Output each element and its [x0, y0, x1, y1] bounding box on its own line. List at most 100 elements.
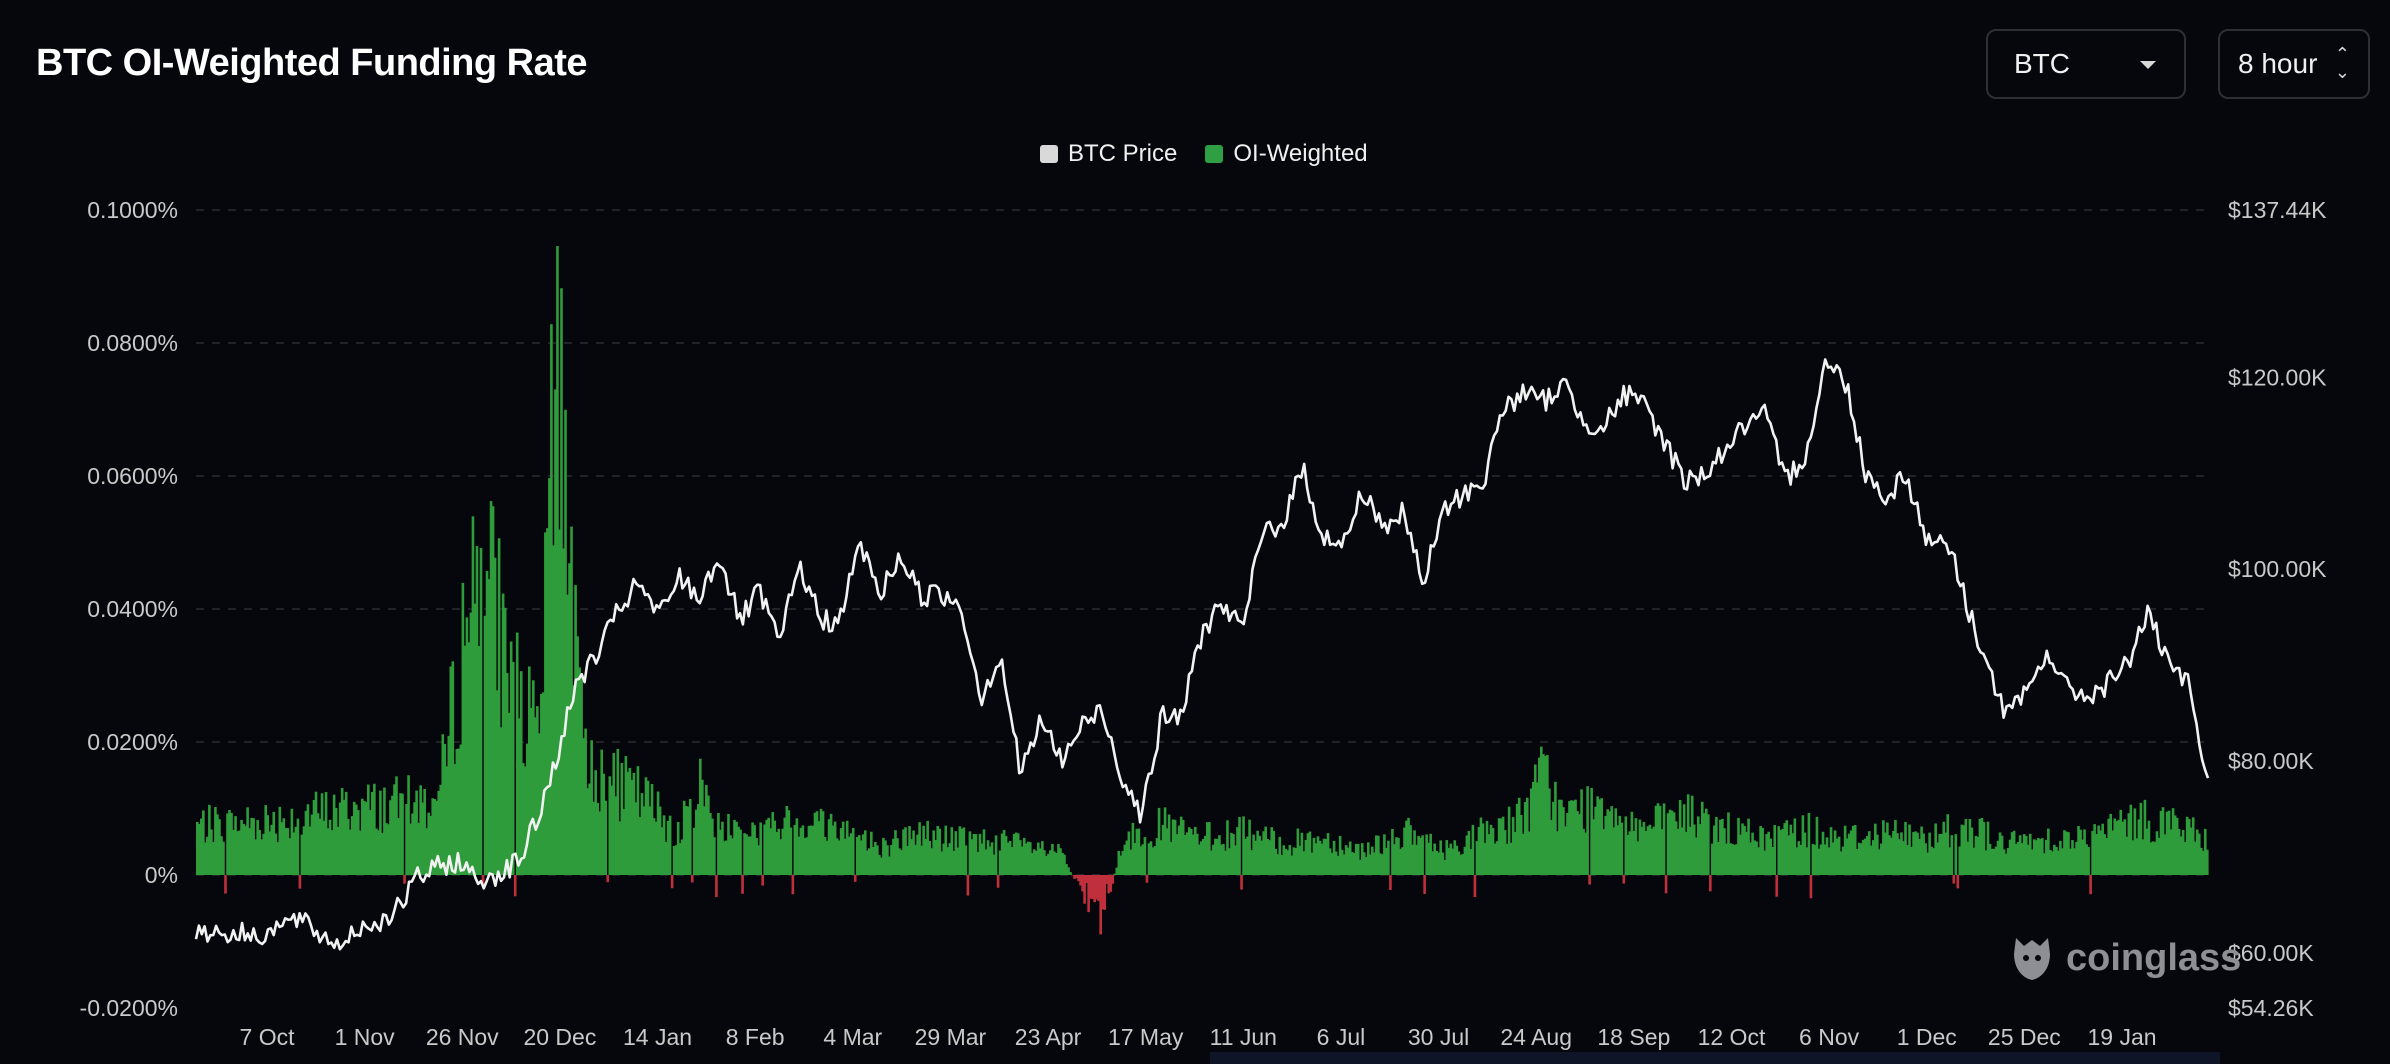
- interval-select[interactable]: 8 hour ⌃ ⌄: [2218, 29, 2370, 99]
- funding-bar: [2099, 830, 2102, 875]
- funding-bar: [1865, 836, 1869, 875]
- funding-bar: [1302, 851, 1306, 875]
- funding-bar: [715, 875, 718, 898]
- funding-bar: [988, 846, 992, 875]
- funding-bar: [986, 840, 990, 875]
- funding-bar: [1415, 844, 1418, 875]
- funding-bar: [584, 728, 587, 875]
- funding-bar: [1658, 805, 1662, 875]
- funding-bar: [1222, 843, 1225, 875]
- funding-bar: [525, 743, 529, 875]
- legend-item-oi-weighted[interactable]: OI-Weighted: [1205, 140, 1368, 168]
- funding-bar: [670, 875, 674, 889]
- x-tick-label: 20 Dec: [523, 1024, 596, 1050]
- funding-bar: [1061, 852, 1064, 875]
- funding-bar: [723, 841, 726, 875]
- legend-label-oi-weighted: OI-Weighted: [1233, 140, 1368, 167]
- funding-bar: [898, 848, 901, 875]
- funding-bar: [1340, 849, 1344, 875]
- funding-bar: [1451, 848, 1455, 875]
- funding-bar: [1684, 831, 1688, 875]
- funding-bar: [831, 825, 835, 875]
- funding-bar: [872, 847, 875, 875]
- funding-bar: [1509, 842, 1513, 875]
- funding-bar: [741, 875, 744, 894]
- funding-bar: [1529, 788, 1533, 875]
- funding-bar: [2022, 834, 2026, 875]
- funding-bar: [2167, 810, 2171, 875]
- funding-bar: [1091, 875, 1094, 900]
- funding-bar: [797, 836, 801, 875]
- funding-bar: [2169, 829, 2173, 875]
- funding-bar: [1588, 875, 1591, 885]
- funding-bar: [699, 758, 702, 875]
- funding-bar: [1678, 800, 1682, 875]
- funding-bar: [690, 875, 694, 883]
- funding-bar: [1503, 830, 1507, 875]
- funding-bar: [1785, 820, 1789, 875]
- funding-bar: [405, 804, 408, 875]
- x-tick-label: 24 Aug: [1500, 1024, 1572, 1050]
- funding-bar: [457, 748, 461, 875]
- funding-bar: [1268, 840, 1272, 875]
- funding-bar: [1910, 846, 1913, 875]
- range-scrollbar[interactable]: [1210, 1052, 2220, 1064]
- funding-bar: [2195, 829, 2199, 875]
- funding-bar: [696, 804, 700, 875]
- funding-bar: [1849, 830, 1853, 875]
- funding-bar: [1274, 848, 1278, 875]
- funding-bar: [2014, 843, 2018, 875]
- funding-bar: [2139, 802, 2143, 875]
- funding-bar: [1853, 825, 1857, 875]
- funding-bar: [1499, 818, 1503, 875]
- funding-bar: [2030, 849, 2034, 875]
- funding-bar: [479, 547, 483, 875]
- funding-bar: [1958, 846, 1962, 875]
- funding-bar: [1155, 838, 1159, 875]
- funding-bar: [1936, 842, 1939, 875]
- funding-bar: [435, 800, 439, 875]
- funding-bar: [2147, 820, 2151, 875]
- funding-bar: [1843, 825, 1847, 875]
- funding-bar: [614, 796, 618, 875]
- funding-bar: [1469, 849, 1473, 875]
- funding-bar: [2165, 811, 2169, 875]
- funding-bar: [1694, 837, 1698, 875]
- funding-bar: [1173, 819, 1177, 875]
- coin-select[interactable]: BTC: [1986, 29, 2186, 99]
- funding-bar: [554, 389, 557, 875]
- funding-bar: [489, 501, 493, 875]
- funding-bar: [2091, 830, 2094, 875]
- funding-bar: [276, 842, 280, 875]
- funding-bar: [2171, 808, 2175, 875]
- funding-bar: [1004, 836, 1008, 875]
- funding-bar: [1558, 799, 1561, 875]
- funding-bar: [280, 822, 284, 875]
- funding-bar: [644, 777, 648, 875]
- funding-bar: [1455, 845, 1459, 875]
- funding-bar: [1266, 838, 1269, 875]
- x-tick-label: 23 Apr: [1015, 1024, 1082, 1050]
- funding-bar: [1779, 830, 1783, 875]
- funding-bar: [1962, 825, 1966, 875]
- funding-bar: [1886, 822, 1889, 875]
- funding-bar: [1292, 847, 1296, 875]
- x-tick-label: 26 Nov: [426, 1024, 499, 1050]
- funding-bar: [1952, 875, 1956, 884]
- funding-bar: [580, 672, 583, 875]
- coinglass-watermark: coinglass: [2008, 932, 2241, 984]
- funding-bar: [1638, 819, 1642, 875]
- legend-item-btc-price[interactable]: BTC Price: [1040, 140, 1177, 168]
- funding-bar: [1612, 827, 1616, 875]
- funding-bar: [570, 526, 573, 875]
- funding-bar: [711, 818, 714, 875]
- funding-bar: [1531, 781, 1535, 875]
- funding-bar: [1206, 822, 1209, 875]
- funding-bar: [1344, 845, 1348, 875]
- funding-bar: [1280, 855, 1284, 875]
- funding-bar: [248, 828, 251, 875]
- funding-bar: [576, 636, 579, 875]
- funding-bar: [286, 828, 290, 875]
- chevron-down-icon: [2140, 61, 2156, 69]
